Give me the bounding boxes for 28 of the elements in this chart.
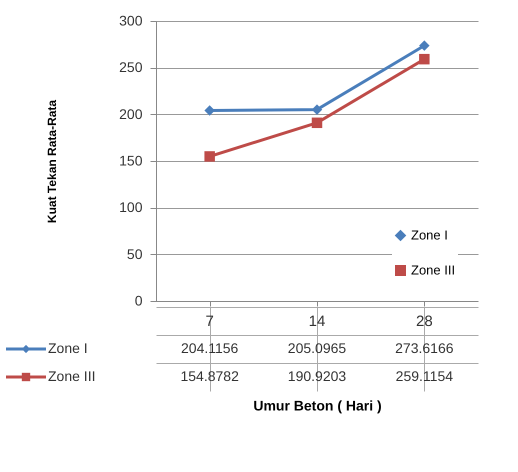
point [312,104,322,115]
data-label: 204.1156 [180,340,239,356]
data-label: 205.0965 [288,340,346,356]
data-label: 190.9203 [288,368,346,384]
point [204,151,215,162]
point [204,105,215,116]
point [312,118,322,128]
legend-label: Zone I [411,228,448,242]
point [419,40,430,51]
y-tick-label: 300 [119,12,143,28]
data-label: 259.1154 [396,368,454,384]
y-tick-label: 100 [119,199,143,216]
text: Zone I [48,340,88,356]
x-tick-label: 7 [205,313,214,330]
x-tick-label: 14 [308,313,326,330]
y-tick-label: 200 [119,106,143,122]
data-label: 273.6166 [395,340,454,356]
data-label: 154.8782 [180,368,240,384]
y-tick-label: 150 [119,152,143,168]
point [419,54,430,64]
x-axis-title: Umur Beton ( Hari ) [253,398,382,414]
y-axis-title: Kuat Tekan Rata-Rata [45,100,60,224]
y-tick-label: 50 [126,246,143,262]
text: Zone III [48,368,96,384]
y-tick-label: 0 [134,292,143,308]
y-tick-label: 250 [119,59,143,76]
legend-label: Zone III [411,262,456,278]
x-tick-label: 28 [416,313,433,330]
